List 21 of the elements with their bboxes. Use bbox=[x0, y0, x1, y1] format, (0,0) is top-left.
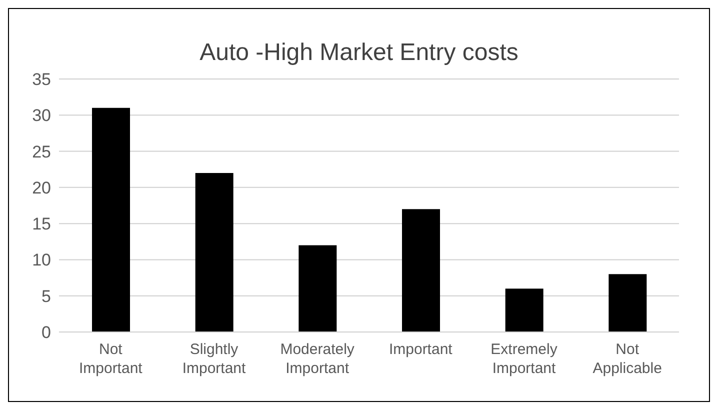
x-tick-label: Moderately Important bbox=[280, 341, 355, 377]
bar bbox=[298, 245, 337, 332]
x-tick-label: Important bbox=[388, 341, 454, 358]
y-tick-label: 20 bbox=[32, 178, 51, 198]
x-tick-label: Not Important bbox=[78, 341, 144, 377]
bar bbox=[92, 108, 130, 332]
bar bbox=[402, 209, 440, 332]
chart-title: Auto -High Market Entry costs bbox=[198, 39, 520, 67]
y-tick-label: 15 bbox=[32, 214, 51, 234]
y-tick-label: 5 bbox=[42, 286, 51, 306]
x-tick-label: Extremely Important bbox=[490, 341, 558, 377]
y-tick-label: 0 bbox=[42, 323, 51, 342]
bar bbox=[505, 288, 544, 332]
y-tick-label: 10 bbox=[32, 250, 51, 270]
bar bbox=[608, 274, 647, 332]
y-tick-label: 30 bbox=[32, 106, 51, 126]
x-tick-label: Not Applicable bbox=[592, 341, 662, 377]
x-tick-label: Slightly Important bbox=[182, 341, 247, 377]
y-tick-label: 35 bbox=[32, 70, 51, 90]
bar bbox=[195, 172, 234, 332]
y-tick-label: 25 bbox=[32, 142, 51, 162]
